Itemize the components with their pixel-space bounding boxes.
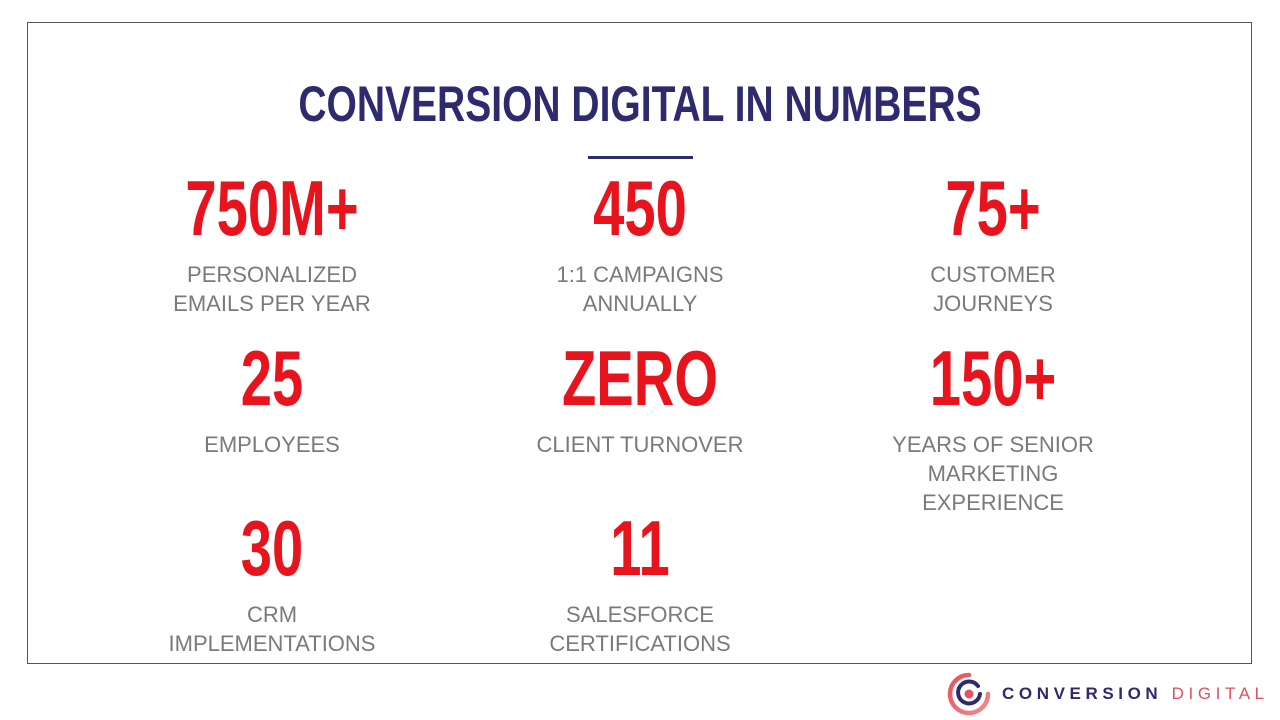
title-underline (588, 156, 693, 159)
stat-emails: 750M+ PERSONALIZED EMAILS PER YEAR (122, 168, 422, 318)
stat-label: CLIENT TURNOVER (536, 432, 744, 457)
stat-value: 25 (240, 334, 304, 422)
stat-value: 450 (593, 164, 687, 252)
stat-label: 1:1 CAMPAIGNS ANNUALLY (556, 262, 724, 316)
stat-crm-implementations: 30 CRM IMPLEMENTATIONS (122, 508, 422, 658)
stat-years-experience: 150+ YEARS OF SENIOR MARKETING EXPERIENC… (843, 338, 1143, 517)
stat-label: CRM IMPLEMENTATIONS (168, 602, 376, 656)
stat-value: 30 (240, 504, 304, 592)
stat-value: ZERO (561, 334, 718, 422)
stat-campaigns: 450 1:1 CAMPAIGNS ANNUALLY (490, 168, 790, 318)
stat-value: 150+ (929, 334, 1057, 422)
slide-frame (27, 22, 1252, 664)
stat-label: SALESFORCE CERTIFICATIONS (549, 602, 731, 656)
stat-label: YEARS OF SENIOR MARKETING EXPERIENCE (892, 432, 1094, 515)
stat-salesforce-certifications: 11 SALESFORCE CERTIFICATIONS (490, 508, 790, 658)
stat-value: 11 (610, 504, 670, 592)
logo-word-conversion: CONVERSION (1002, 684, 1163, 703)
conversion-digital-target-icon (947, 672, 991, 716)
stat-value: 750M+ (185, 164, 359, 252)
stat-journeys: 75+ CUSTOMER JOURNEYS (843, 168, 1143, 318)
logo-wordmark: CONVERSION DIGITAL (1002, 683, 1269, 705)
stat-label: PERSONALIZED EMAILS PER YEAR (173, 262, 371, 316)
stat-client-turnover: ZERO CLIENT TURNOVER (490, 338, 790, 459)
logo-word-digital: DIGITAL (1171, 684, 1269, 703)
stat-employees: 25 EMPLOYEES (122, 338, 422, 459)
stat-label: CUSTOMER JOURNEYS (930, 262, 1056, 316)
company-logo: CONVERSION DIGITAL (947, 672, 1267, 716)
slide-title: CONVERSION DIGITAL IN NUMBERS (298, 76, 982, 132)
stat-label: EMPLOYEES (204, 432, 340, 457)
stat-value: 75+ (945, 164, 1041, 252)
